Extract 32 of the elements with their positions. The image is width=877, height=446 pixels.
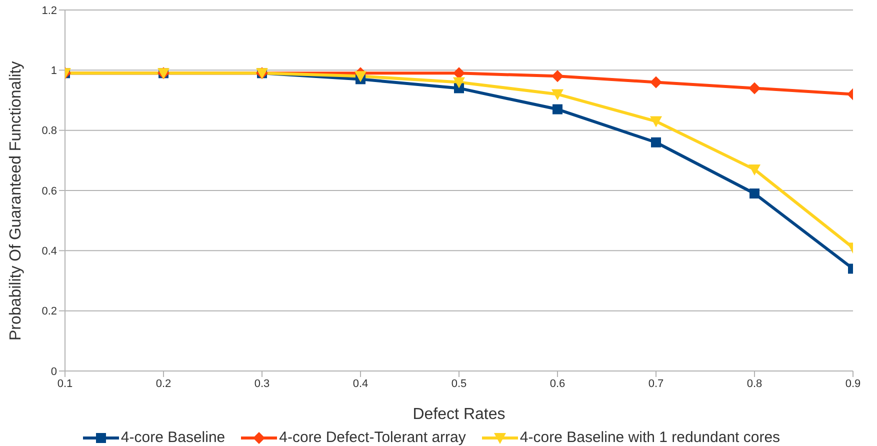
point — [650, 116, 662, 128]
y-tick-label: 0.6 — [42, 185, 57, 198]
point — [750, 188, 760, 199]
y-tick-label: 1.2 — [42, 4, 57, 17]
point — [552, 70, 564, 82]
point — [552, 104, 562, 114]
x-axis-title: Defect Rates — [412, 406, 506, 423]
x-tick-label: 0.8 — [746, 378, 762, 390]
point — [748, 82, 760, 94]
x-tick-label: 0.2 — [156, 378, 172, 390]
point — [354, 71, 366, 82]
y-axis-title: Probability Of Guaranteed Functionality — [8, 61, 25, 340]
point — [651, 137, 661, 148]
legend-label: 4-core Defect-Tolerant array — [278, 429, 466, 446]
x-tick-label: 0.6 — [550, 378, 566, 390]
point — [748, 164, 760, 176]
x-tick-label: 0.9 — [845, 378, 861, 390]
x-tick-label: 0.1 — [57, 378, 73, 390]
point — [650, 76, 662, 88]
y-tick-label: 0.8 — [42, 125, 57, 138]
x-tick-label: 0.3 — [254, 378, 270, 390]
point — [552, 89, 564, 100]
point — [453, 77, 465, 88]
y-tick-label: 1 — [50, 65, 57, 78]
y-tick-label: 0 — [50, 366, 57, 378]
y-tick-label: 0.2 — [42, 306, 57, 318]
x-tick-label: 0.7 — [648, 378, 664, 390]
legend-label: 4-core Baseline — [120, 429, 226, 446]
x-tick-label: 0.5 — [451, 378, 467, 390]
legend-label: 4-core Baseline with 1 redundant cores — [518, 429, 780, 446]
y-tick-label: 0.4 — [42, 246, 57, 258]
x-tick-label: 0.4 — [352, 378, 368, 390]
